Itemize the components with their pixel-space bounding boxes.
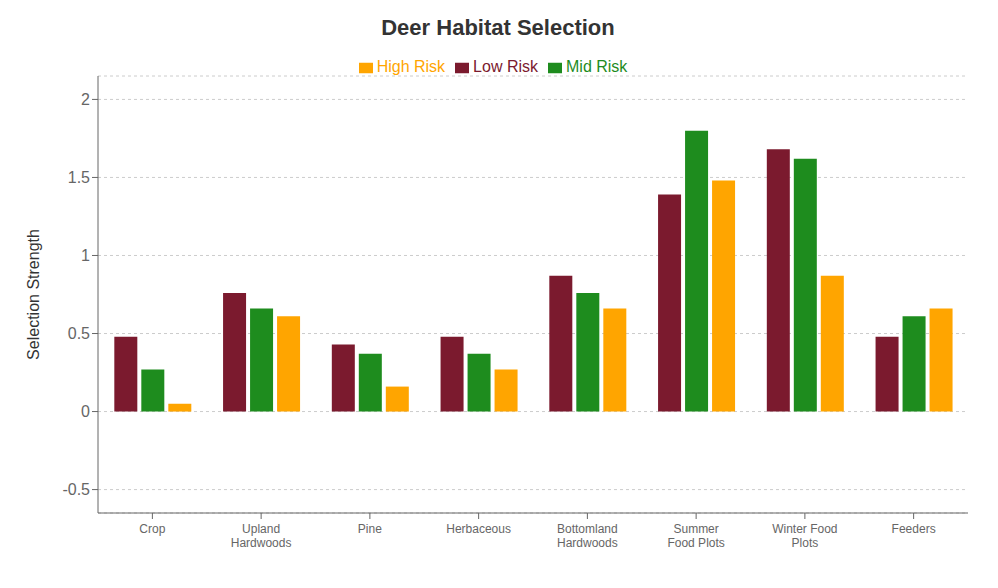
svg-text:Herbaceous: Herbaceous [446,522,511,536]
svg-text:Pine: Pine [358,522,382,536]
html-text:Mid Risk: Mid Risk [566,58,628,75]
svg-text:0.5: 0.5 [68,325,90,342]
svg-text:1.5: 1.5 [68,169,90,186]
svg-text:Crop: Crop [139,522,165,536]
svg-text:BottomlandHardwoods: BottomlandHardwoods [557,522,618,550]
svg-text:0: 0 [81,403,90,420]
svg-text:SummerFood Plots: SummerFood Plots [667,522,724,550]
svg-text:1: 1 [81,247,90,264]
svg-text:Feeders: Feeders [892,522,936,536]
html-text:Low Risk: Low Risk [473,58,538,75]
svg-text:Winter FoodPlots: Winter FoodPlots [772,522,837,550]
html-text:High Risk: High Risk [376,58,446,75]
svg-text:Selection Strength: Selection Strength [25,229,42,360]
svg-text:2: 2 [81,91,90,108]
html-text:Deer Habitat Selection: Deer Habitat Selection [381,15,615,40]
svg-text:-0.5: -0.5 [62,481,90,498]
svg-text:UplandHardwoods: UplandHardwoods [231,522,292,550]
